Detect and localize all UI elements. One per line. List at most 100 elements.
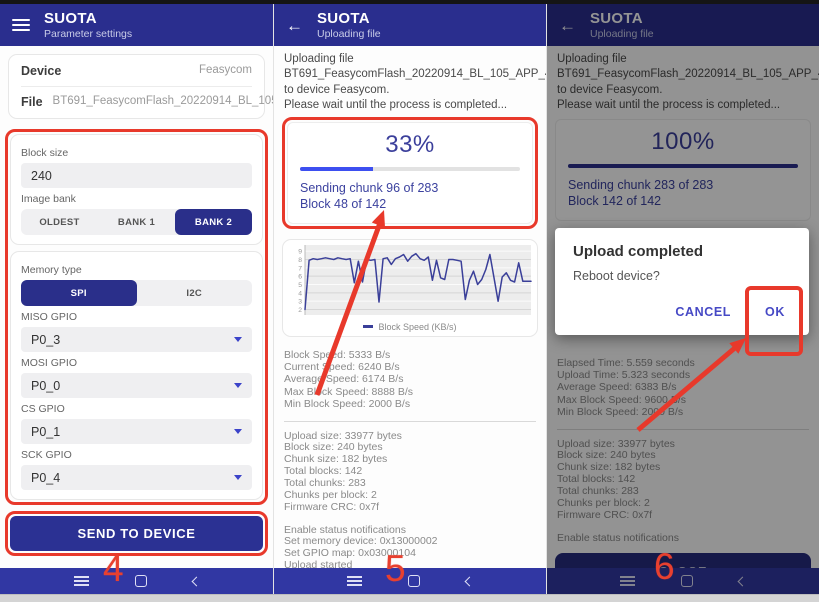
send-to-device-button[interactable]: SEND TO DEVICE	[10, 516, 263, 551]
block-image-card: Block size 240 Image bank OLDEST BANK 1 …	[10, 134, 263, 245]
chevron-down-icon	[234, 337, 242, 342]
mosi-gpio-select[interactable]: P0_0	[21, 373, 252, 398]
chevron-down-icon	[234, 475, 242, 480]
uploading-text: Uploading file BT691_FeasycomFlash_20220…	[557, 53, 819, 96]
svg-text:9: 9	[298, 248, 302, 255]
app-bar: SUOTA Parameter settings	[0, 4, 273, 46]
app-subtitle: Uploading file	[590, 27, 654, 40]
android-nav-bar	[547, 568, 819, 594]
block-status: Block 142 of 142	[568, 194, 662, 209]
recents-icon[interactable]	[347, 575, 362, 587]
log-line: Set GPIO map: 0x03000104	[284, 547, 416, 560]
ok-button[interactable]: OK	[765, 305, 785, 319]
annotation-box-progress: 33% Sending chunk 96 of 283 Block 48 of …	[282, 117, 538, 229]
recents-icon[interactable]	[620, 575, 635, 587]
miso-gpio-value: P0_3	[31, 332, 61, 347]
android-nav-bar	[0, 568, 273, 594]
divider	[284, 420, 536, 422]
chevron-down-icon	[234, 429, 242, 434]
memory-gpio-card: Memory type SPI I2C MISO GPIO P0_3 MOSI …	[10, 251, 263, 500]
app-title: SUOTA	[317, 10, 370, 28]
home-icon[interactable]	[408, 575, 420, 587]
back-arrow-icon[interactable]: ←	[286, 15, 303, 35]
stat-line: Average Speed: 6174 B/s	[284, 373, 404, 386]
progress-bar	[568, 164, 798, 168]
annotation-number-6: 6	[654, 546, 675, 587]
log-line: Set memory device: 0x13000002	[284, 535, 438, 548]
mosi-gpio-value: P0_0	[31, 378, 61, 393]
chevron-down-icon	[234, 383, 242, 388]
cancel-button[interactable]: CANCEL	[675, 305, 732, 319]
detail-line: Upload size: 33977 bytes	[557, 437, 675, 450]
app-bar: ← SUOTA Uploading file	[547, 4, 819, 46]
detail-line: Chunk size: 182 bytes	[557, 461, 661, 474]
log-line: Enable status notifications	[284, 523, 406, 536]
home-icon[interactable]	[681, 575, 693, 587]
chunk-status: Sending chunk 283 of 283	[568, 177, 714, 192]
annotation-box-parameters: Block size 240 Image bank OLDEST BANK 1 …	[5, 129, 268, 505]
stat-line: Block Speed: 5333 B/s	[284, 348, 391, 361]
detail-line: Chunks per block: 2	[557, 496, 650, 509]
app-bar: ← SUOTA Uploading file	[274, 4, 546, 46]
progress-card: 33% Sending chunk 96 of 283 Block 48 of …	[287, 122, 533, 224]
screen-parameter-settings: SUOTA Parameter settings Device Feasycom…	[0, 4, 273, 594]
progress-percent: 33%	[385, 131, 435, 159]
cs-gpio-value: P0_1	[31, 424, 61, 439]
device-file-card: Device Feasycom File BT691_FeasycomFlash…	[8, 54, 273, 119]
back-icon[interactable]	[191, 576, 201, 586]
image-bank-label: Image bank	[21, 193, 76, 205]
app-title: SUOTA	[44, 10, 97, 28]
mosi-gpio-label: MOSI GPIO	[21, 357, 78, 369]
speed-line-chart: 9 876 543 2	[298, 244, 532, 315]
svg-text:3: 3	[298, 298, 302, 305]
recents-icon[interactable]	[73, 575, 89, 587]
memory-type-spi-button[interactable]: SPI	[21, 280, 137, 306]
dialog-title: Upload completed	[573, 243, 704, 260]
home-icon[interactable]	[134, 575, 147, 587]
legend-label: Block Speed (KB/s)	[378, 321, 457, 332]
app-subtitle: Uploading file	[317, 27, 381, 40]
stat-line: Max Block Speed: 8888 B/s	[284, 385, 413, 398]
detail-line: Chunks per block: 2	[284, 488, 377, 501]
svg-text:7: 7	[298, 265, 302, 272]
legend-swatch	[363, 325, 374, 329]
detail-line: Total blocks: 142	[284, 465, 363, 478]
stat-line: Current Speed: 6240 B/s	[284, 361, 400, 373]
svg-text:8: 8	[298, 257, 302, 264]
back-arrow-icon[interactable]: ←	[559, 15, 576, 35]
image-bank-bank1-button[interactable]: BANK 1	[117, 216, 156, 228]
svg-text:5: 5	[298, 282, 302, 289]
image-bank-bank2-button[interactable]: BANK 2	[175, 209, 252, 235]
detail-line: Total chunks: 283	[284, 476, 366, 489]
menu-icon[interactable]	[12, 19, 30, 31]
android-nav-bar	[274, 568, 546, 594]
annotation-box-send: SEND TO DEVICE	[5, 511, 268, 556]
status-bar	[0, 0, 819, 4]
detail-line: Firmware CRC: 0x7f	[557, 508, 653, 521]
progress-percent: 100%	[651, 128, 715, 156]
uploading-text: Uploading file BT691_FeasycomFlash_20220…	[284, 53, 546, 96]
cs-gpio-label: CS GPIO	[21, 403, 65, 415]
sck-gpio-select[interactable]: P0_4	[21, 465, 252, 490]
miso-gpio-label: MISO GPIO	[21, 311, 78, 323]
close-button[interactable]: CLOSE	[555, 553, 811, 568]
annotation-number-4: 4	[103, 548, 124, 589]
block-size-input[interactable]: 240	[21, 163, 252, 188]
progress-bar	[300, 167, 520, 171]
file-value: BT691_FeasycomFlash_20220914_BL_105_APP_…	[52, 95, 273, 107]
bottom-strip	[0, 594, 819, 602]
image-bank-oldest-button[interactable]: OLDEST	[39, 216, 80, 228]
app-subtitle: Parameter settings	[44, 27, 133, 40]
device-label: Device	[21, 64, 62, 78]
app-title: SUOTA	[590, 10, 643, 28]
cs-gpio-select[interactable]: P0_1	[21, 419, 252, 444]
screen-upload-completed: ← SUOTA Uploading file Uploading file BT…	[546, 4, 819, 594]
upload-completed-dialog: Upload completed Reboot device? CANCEL O…	[555, 228, 809, 335]
back-icon[interactable]	[464, 576, 475, 586]
miso-gpio-select[interactable]: P0_3	[21, 327, 252, 352]
svg-text:2: 2	[298, 307, 302, 314]
detail-line: Total blocks: 142	[557, 473, 636, 486]
memory-type-i2c-button[interactable]: I2C	[186, 287, 203, 299]
detail-line: Total chunks: 283	[557, 484, 639, 497]
